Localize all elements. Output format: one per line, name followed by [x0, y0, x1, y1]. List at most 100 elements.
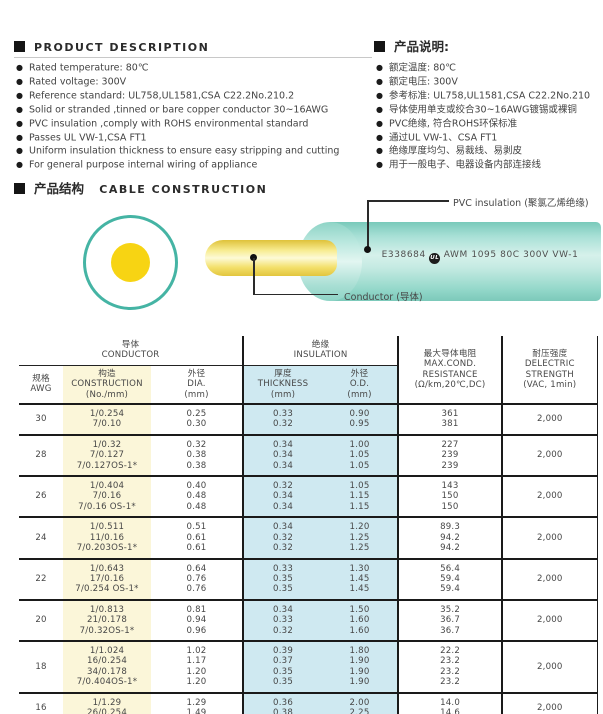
- group-conductor: 导体 CONDUCTOR: [19, 336, 244, 366]
- cell-awg: 20: [19, 599, 63, 642]
- cable-print-rating: AWM 1095 80C 300V VW-1: [443, 250, 579, 260]
- bullet-item: 参考标准: UL758,UL1581,CSA C22.2No.210: [376, 89, 602, 103]
- construction-title-en: CABLE CONSTRUCTION: [99, 183, 268, 196]
- bullet-item: 额定温度: 80℃: [376, 61, 602, 75]
- cell-dia: 0.81 0.94 0.96: [151, 599, 244, 642]
- cell-construction: 1/0.643 17/0.16 7/0.254 OS-1*: [63, 558, 151, 601]
- cell-dia: 0.25 0.30: [151, 404, 244, 436]
- bullet-item: 导体使用单支或绞合30~16AWG镀锡或裸铜: [376, 103, 602, 117]
- table-row: 28 1/0.32 7/0.127 7/0.127OS-1* 0.32 0.38 0…: [19, 434, 598, 478]
- cell-od: 0.90 0.95: [322, 404, 399, 436]
- cable-insulation-body: [330, 222, 601, 301]
- bullet-item: Uniform insulation thickness to ensure e…: [16, 144, 372, 158]
- table-row: 22 1/0.643 17/0.16 7/0.254 OS-1* 0.64 0.76…: [19, 558, 598, 601]
- cell-resistance: 56.4 59.4 59.4: [397, 558, 503, 601]
- heading-divider: [14, 57, 372, 58]
- bullet-item: 通过UL VW-1、CSA FT1: [376, 131, 602, 145]
- cell-dia: 0.51 0.61 0.61: [151, 517, 244, 560]
- bullet-item: PVC绝缘, 符合ROHS环保标准: [376, 117, 602, 131]
- bullet-item: Solid or stranded ,tinned or bare copper…: [16, 103, 372, 117]
- cell-construction: 1/0.32 7/0.127 7/0.127OS-1*: [63, 434, 151, 478]
- cell-resistance: 22.2 23.2 23.2 23.2: [397, 640, 503, 694]
- cell-resistance: 14.0 14.6: [397, 692, 503, 714]
- conductor-leader-line: [253, 293, 338, 295]
- bullet-item: Rated temperature: 80℃: [16, 61, 372, 75]
- bullet-item: 额定电压: 300V: [376, 75, 602, 89]
- conductor-label: Conductor (导体): [344, 292, 423, 303]
- col-header-od: 外径 O.D. (mm): [322, 365, 399, 406]
- cell-od: 1.30 1.45 1.45: [322, 558, 399, 601]
- cell-construction: 1/0.254 7/0.10: [63, 404, 151, 436]
- cell-od: 1.80 1.90 1.90 1.90: [322, 640, 399, 694]
- cell-resistance: 89.3 94.2 94.2: [397, 517, 503, 560]
- table-row: 26 1/0.404 7/0.16 7/0.16 OS-1* 0.40 0.48 0…: [19, 476, 598, 519]
- table-row: 24 1/0.511 11/0.16 7/0.203OS-1* 0.51 0.61 …: [19, 517, 598, 560]
- bullet-item: Rated voltage: 300V: [16, 75, 372, 89]
- insulation-pointer-dot: [364, 246, 371, 253]
- bullet-item: 绝缘厚度均匀、易裁线、易剥皮: [376, 144, 602, 158]
- cell-awg: 24: [19, 517, 63, 560]
- cell-dielectric: 2,000: [501, 640, 598, 694]
- product-description-list-en: Rated temperature: 80℃Rated voltage: 300…: [16, 61, 372, 172]
- section-marker-icon: [374, 41, 385, 52]
- bullet-item: 用于一般电子、电器设备内部连接线: [376, 158, 602, 172]
- bullet-item: PVC insulation ,comply with ROHS environ…: [16, 117, 372, 131]
- col-header-awg: 规格 AWG: [19, 365, 63, 406]
- bullet-item: For general purpose internal wiring of a…: [16, 158, 372, 172]
- cell-awg: 22: [19, 558, 63, 601]
- cell-construction: 1/1.024 16/0.254 34/0.178 7/0.404OS-1*: [63, 640, 151, 694]
- group-header-row: 导体 CONDUCTOR 绝缘 INSULATION 最大导体电阻 MAX.CO…: [19, 336, 598, 406]
- cell-construction: 1/0.404 7/0.16 7/0.16 OS-1*: [63, 476, 151, 519]
- insulation-leader-line: [367, 200, 369, 250]
- cell-dia: 0.64 0.76 0.76: [151, 558, 244, 601]
- table-row: 20 1/0.813 21/0.178 7/0.32OS-1* 0.81 0.94 …: [19, 599, 598, 642]
- cell-awg: 30: [19, 404, 63, 436]
- table-row: 30 1/0.254 7/0.10 0.25 0.30 0.33 0.32 0.90 0…: [19, 404, 598, 436]
- cell-thickness: 0.33 0.35 0.35: [242, 558, 323, 601]
- cell-od: 1.05 1.15 1.15: [322, 476, 399, 519]
- product-description-title-cn: 产品说明:: [394, 39, 449, 54]
- cell-construction: 1/1.29 26/0.254: [63, 692, 151, 714]
- conductor-leader-line: [253, 258, 255, 295]
- col-header-dielectric: 耐压强度 DELECTRIC STRENGTH (VAC, 1min): [501, 336, 598, 406]
- cell-construction: 1/0.511 11/0.16 7/0.203OS-1*: [63, 517, 151, 560]
- col-header-resistance: 最大导体电阻 MAX.COND. RESISTANCE (Ω/km,20℃,DC…: [397, 336, 503, 406]
- col-header-thickness: 厚度 THICKNESS (mm): [242, 365, 323, 406]
- product-description-list-cn: 额定温度: 80℃额定电压: 300V参考标准: UL758,UL1581,CS…: [376, 61, 602, 172]
- cell-dia: 0.32 0.38 0.38: [151, 434, 244, 478]
- bullet-item: Passes UL VW-1,CSA FT1: [16, 131, 372, 145]
- insulation-leader-line: [367, 200, 449, 202]
- cell-thickness: 0.34 0.34 0.34: [242, 434, 323, 478]
- cable-conductor-rod: [205, 240, 337, 276]
- cell-dielectric: 2,000: [501, 599, 598, 642]
- cell-thickness: 0.33 0.32: [242, 404, 323, 436]
- cross-section-insulation-ring: [83, 215, 178, 310]
- cell-thickness: 0.39 0.37 0.35 0.35: [242, 640, 323, 694]
- cable-print-line: E338684 UL AWM 1095 80C 300V VW-1: [362, 250, 598, 264]
- cell-dielectric: 2,000: [501, 558, 598, 601]
- cell-construction: 1/0.813 21/0.178 7/0.32OS-1*: [63, 599, 151, 642]
- cell-od: 1.50 1.60 1.60: [322, 599, 399, 642]
- cell-resistance: 143 150 150: [397, 476, 503, 519]
- cell-awg: 18: [19, 640, 63, 694]
- spec-table-body: 30 1/0.254 7/0.10 0.25 0.30 0.33 0.32 0.90 0…: [19, 404, 598, 714]
- cell-resistance: 361 381: [397, 404, 503, 436]
- product-description-title: PRODUCT DESCRIPTION: [34, 41, 210, 54]
- cell-od: 1.00 1.05 1.05: [322, 434, 399, 478]
- cell-dielectric: 2,000: [501, 517, 598, 560]
- construction-title-cn: 产品结构: [34, 181, 85, 196]
- cell-dielectric: 2,000: [501, 476, 598, 519]
- cell-od: 2.00 2.25: [322, 692, 399, 714]
- col-header-dia: 外径 DIA. (mm): [151, 365, 244, 406]
- cable-print-code: E338684: [381, 250, 426, 260]
- cell-resistance: 227 239 239: [397, 434, 503, 478]
- cell-awg: 16: [19, 692, 63, 714]
- section-marker-icon: [14, 41, 25, 52]
- cell-dielectric: 2,000: [501, 692, 598, 714]
- cell-thickness: 0.34 0.33 0.32: [242, 599, 323, 642]
- cable-construction-heading: 产品结构 CABLE CONSTRUCTION: [14, 178, 267, 197]
- group-insulation: 绝缘 INSULATION: [242, 336, 399, 366]
- cell-thickness: 0.32 0.34 0.34: [242, 476, 323, 519]
- cell-dia: 1.29 1.49: [151, 692, 244, 714]
- product-description-heading-cn: 产品说明:: [374, 36, 449, 55]
